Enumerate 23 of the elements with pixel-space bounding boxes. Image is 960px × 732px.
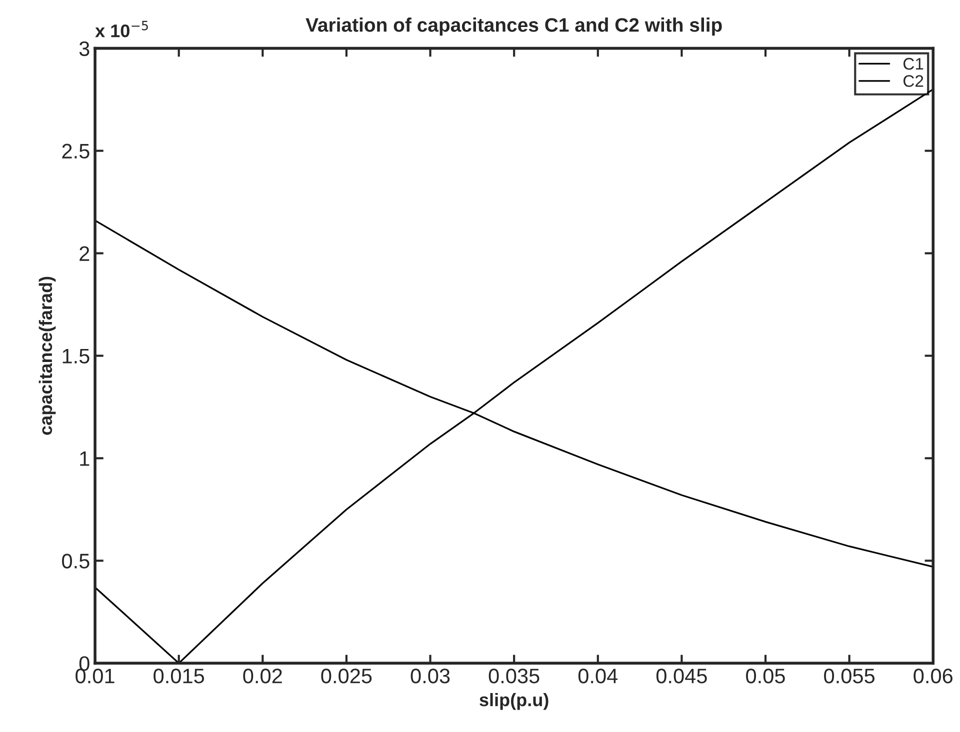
x-tick-label: 0.03 xyxy=(410,668,450,684)
chart-title: Variation of capacitances C1 and C2 with slip xyxy=(306,18,722,36)
legend-label: C1 xyxy=(903,58,924,70)
x-tick-label: 0.02 xyxy=(243,668,282,684)
y-axis-title: capacitance(farad) xyxy=(38,276,56,435)
x-tick-label: 0.01 xyxy=(76,668,114,684)
x-tick-label: 0.045 xyxy=(656,668,707,684)
x-tick-label: 0.05 xyxy=(746,668,785,684)
y-tick-label: 1.5 xyxy=(62,348,90,364)
legend-label: C2 xyxy=(903,75,924,87)
x-tick-label: 0.035 xyxy=(488,668,540,684)
y-tick-label: 1 xyxy=(80,451,90,466)
x-tick-label: 0.055 xyxy=(824,668,875,684)
x-tick-label: 0.06 xyxy=(914,668,952,684)
y-tick-label: 2 xyxy=(80,246,90,261)
y-tick-label: 3 xyxy=(79,41,90,56)
x-tick-label: 0.025 xyxy=(321,668,372,684)
text: x 10$^{−5}$ xyxy=(95,20,148,38)
x-tick-label: 0.015 xyxy=(154,668,204,684)
x-axis-title: slip(p.u) xyxy=(480,693,548,710)
x-tick-label: 0.04 xyxy=(578,668,618,684)
y-tick-label: 0.5 xyxy=(62,554,90,568)
y-tick-label: 2.5 xyxy=(62,144,90,159)
